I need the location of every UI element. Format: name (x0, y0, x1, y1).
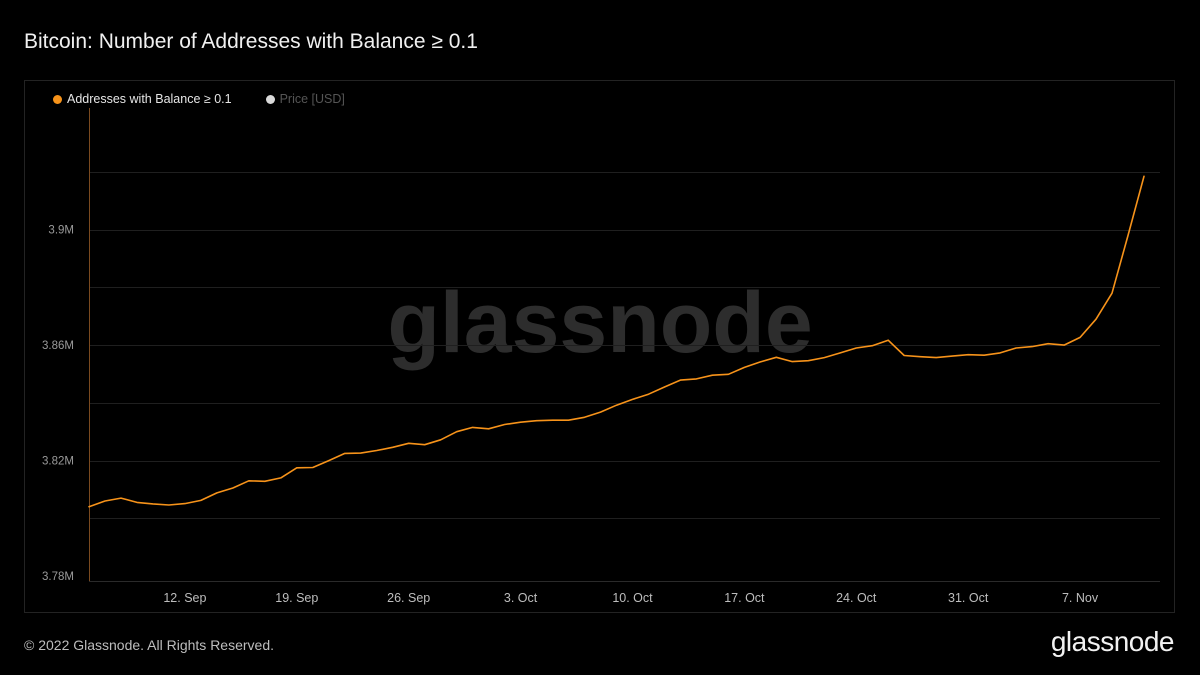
y-tick-label: 3.86M (42, 340, 74, 352)
legend-dot-price (265, 94, 275, 104)
chart-panel (24, 80, 1175, 613)
x-tick-label: 7. Nov (1062, 591, 1099, 605)
watermark: glassnode (387, 275, 812, 371)
x-tick-label: 12. Sep (163, 591, 206, 605)
glassnode-logo[interactable]: glassnode (1050, 626, 1175, 657)
legend-label-addresses: Addresses with Balance ≥ 0.1 (67, 92, 232, 106)
series-line-addresses (88, 175, 1145, 508)
x-tick-label: 24. Oct (836, 591, 877, 605)
y-tick-label: 3.78M (42, 571, 74, 583)
legend-label-price: Price [USD] (279, 92, 345, 106)
x-tick-label: 19. Sep (275, 591, 318, 605)
y-tick-label: 3.9M (48, 225, 74, 237)
legend-dot-addresses (53, 94, 62, 104)
chart-title: Bitcoin: Number of Addresses with Balanc… (24, 30, 478, 53)
legend-item-price[interactable]: Price [USD] (265, 92, 345, 106)
x-tick-label: 17. Oct (724, 591, 765, 605)
x-tick-label: 31. Oct (948, 591, 989, 605)
legend-item-addresses[interactable]: Addresses with Balance ≥ 0.1 (53, 92, 232, 106)
x-tick-label: 10. Oct (612, 591, 653, 605)
x-tick-label: 3. Oct (504, 591, 538, 605)
legend: Addresses with Balance ≥ 0.1 Price [USD] (53, 92, 345, 106)
y-tick-label: 3.82M (42, 456, 74, 468)
copyright-footer: © 2022 Glassnode. All Rights Reserved. (24, 637, 275, 653)
x-tick-label: 26. Sep (387, 591, 430, 605)
